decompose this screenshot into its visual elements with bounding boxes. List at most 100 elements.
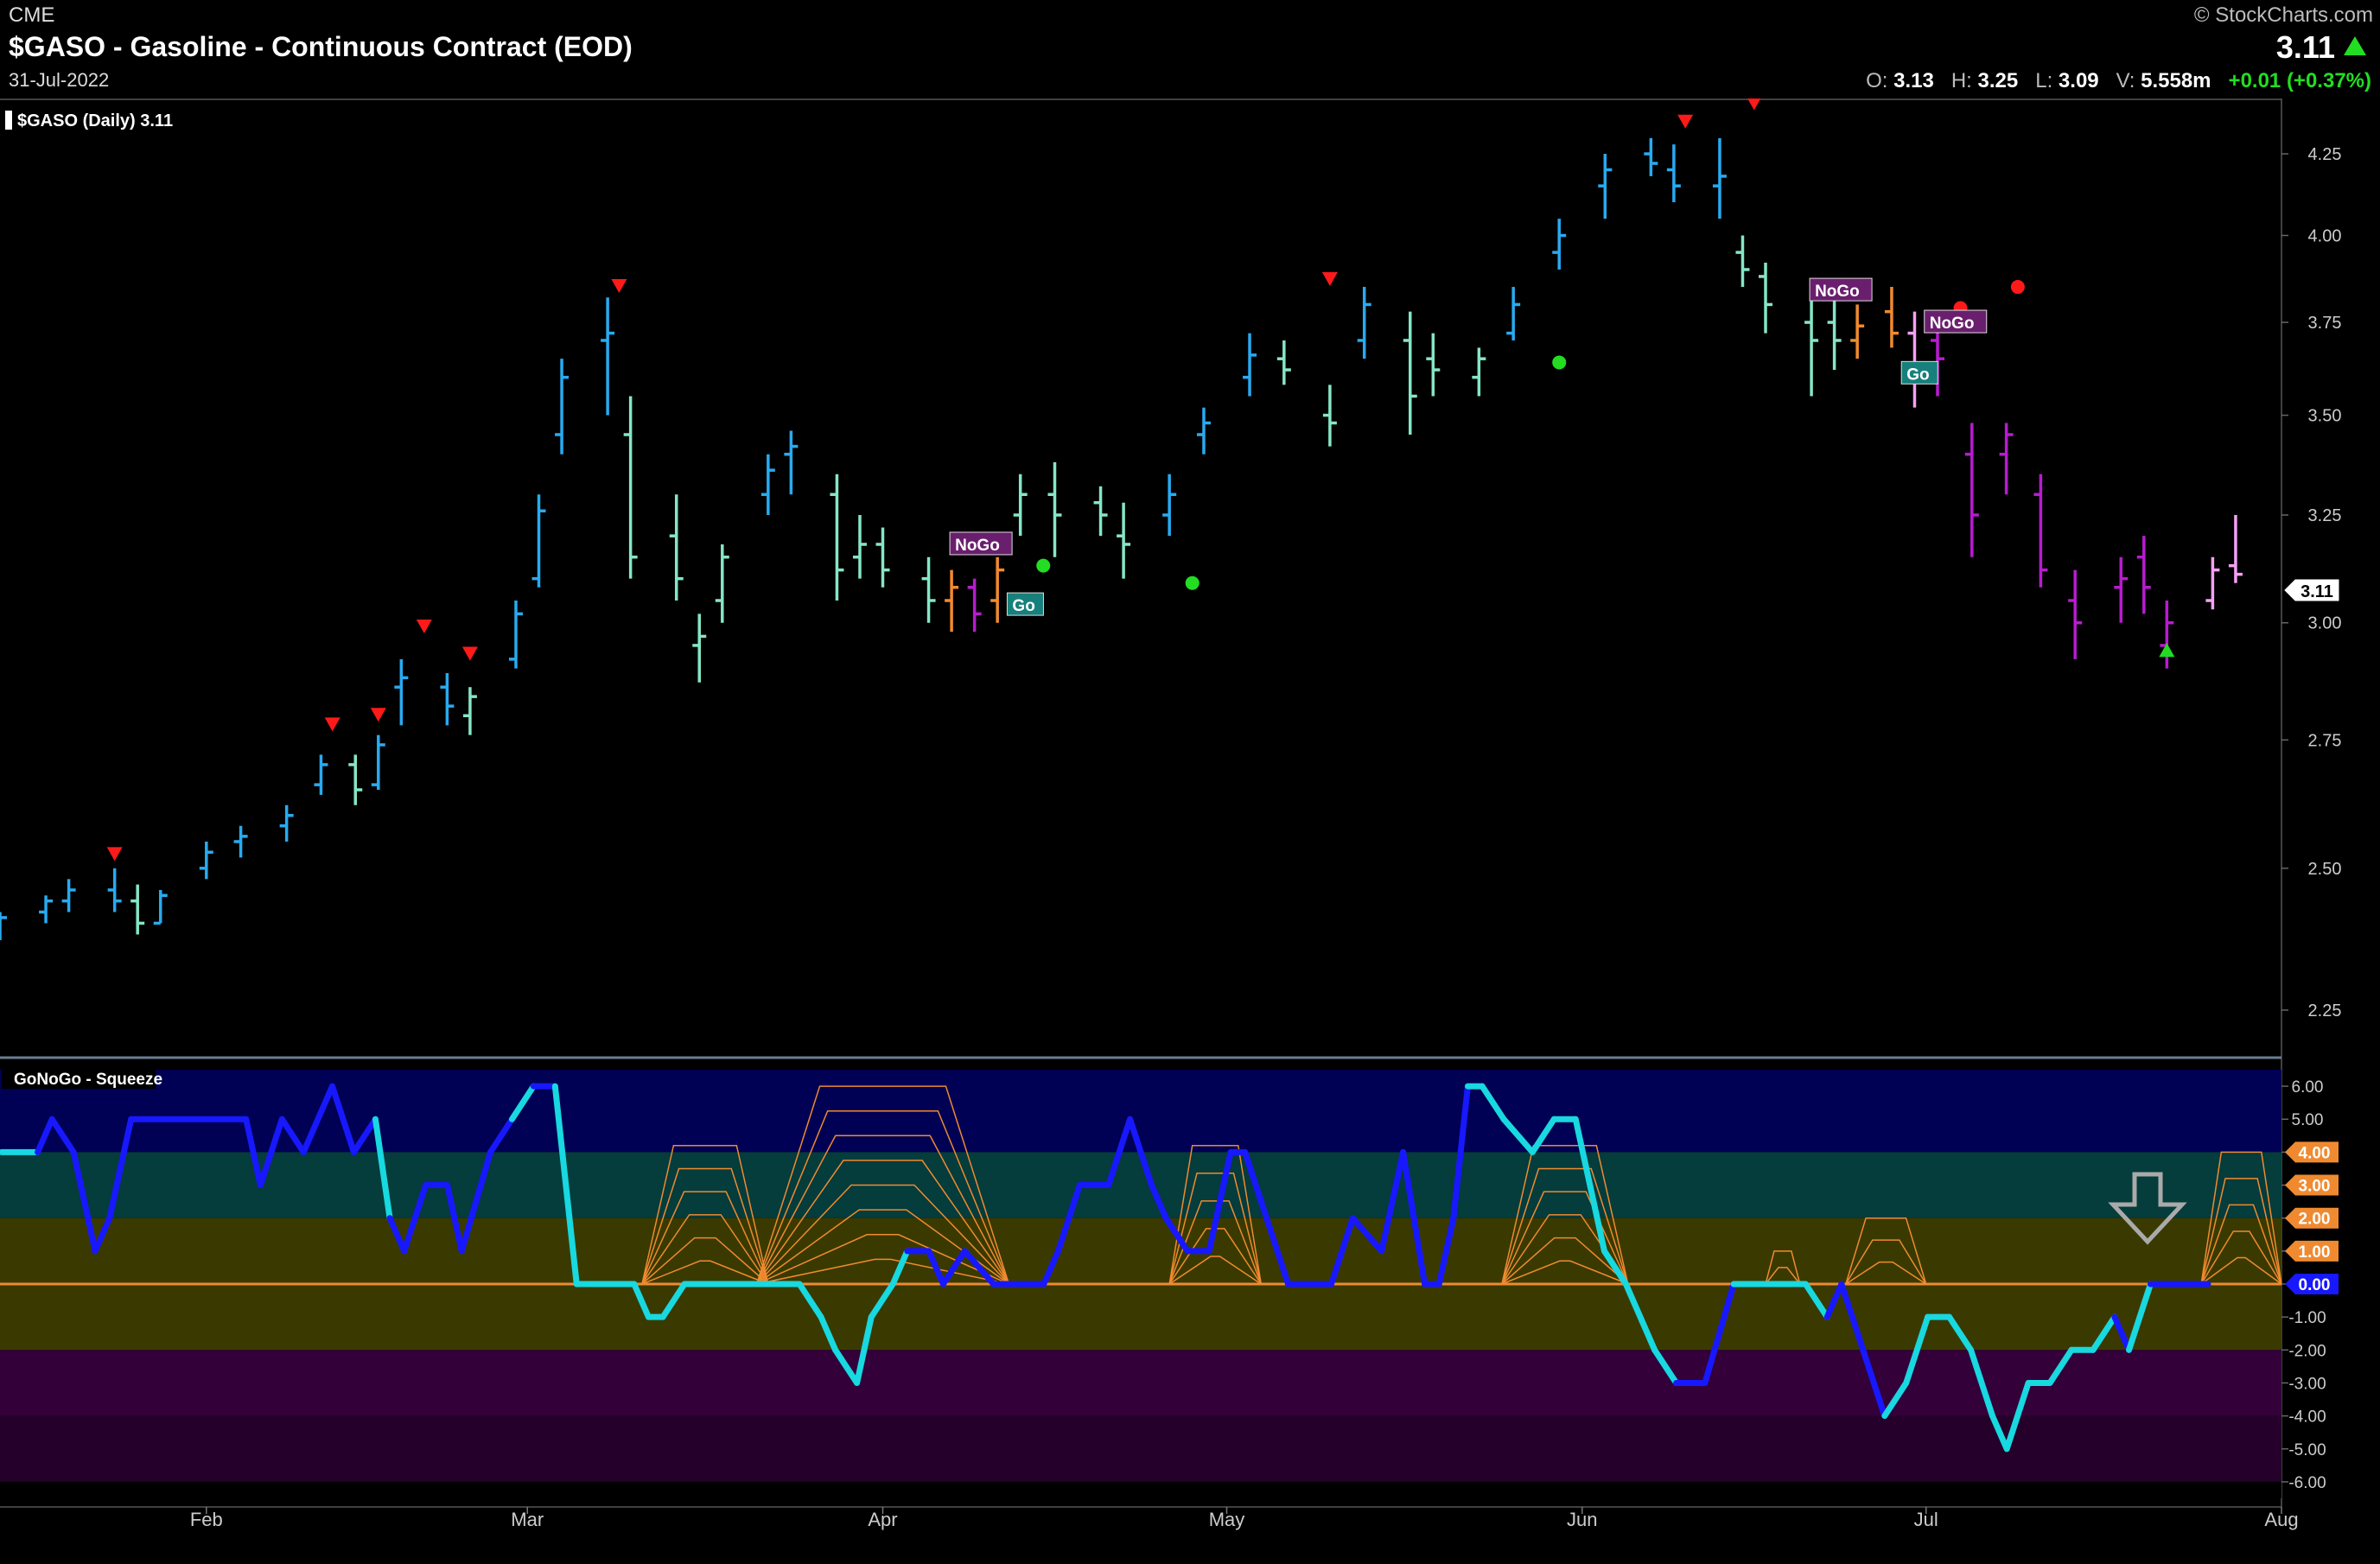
squeeze-rung — [1765, 1250, 1801, 1285]
oscillator-segment — [926, 1248, 946, 1287]
ohlc-bar — [1403, 311, 1417, 435]
x-tick-label: Mar — [511, 1509, 544, 1530]
ohlc-bar — [555, 359, 570, 455]
oscillator-segment — [1327, 1215, 1356, 1287]
oscillator-band — [0, 1481, 2281, 1498]
squeeze-rung — [641, 1191, 769, 1285]
oscillator-segment — [401, 1182, 430, 1255]
price-bars — [0, 137, 2243, 941]
ohlc-bar — [1598, 154, 1613, 219]
ohlc-bar — [1013, 474, 1028, 537]
osc-tick-label: 6.00 — [2292, 1078, 2324, 1097]
chart-canvas[interactable]: $GASO (Daily) 3.11 4.25 4.00 3.75 3.50 3.25 3… — [0, 99, 2380, 1564]
oscillator-segment — [1263, 1215, 1292, 1287]
osc-tick-badge — [2285, 1174, 2339, 1196]
ohlc-bar — [1850, 304, 1865, 359]
ohlc-bar — [199, 841, 213, 880]
x-tick-label: May — [1209, 1509, 1245, 1530]
oscillator-segment — [2046, 1346, 2075, 1386]
squeeze-rung — [1501, 1145, 1629, 1285]
oscillator-segment — [1838, 1281, 1888, 1420]
ohlc-bar — [1964, 423, 1979, 557]
ohlc-bar — [130, 884, 145, 935]
ohlc-bar — [921, 556, 936, 623]
oscillator-segment — [1529, 1116, 1557, 1155]
ohlc-bar — [1322, 385, 1337, 447]
copyright-link[interactable]: © StockCharts.com — [2193, 3, 2373, 27]
oscillator-segment — [372, 1116, 393, 1222]
nogo-label-text: NoGo — [1930, 315, 1975, 333]
ohlc-bar — [279, 804, 294, 842]
ohlc-bar — [233, 825, 248, 858]
price-tick-label: 2.75 — [2308, 731, 2342, 750]
nogo-label-bg — [1924, 309, 1988, 334]
oscillator-segment — [2090, 1313, 2118, 1353]
squeeze-rung — [756, 1184, 1009, 1285]
osc-tick-label: -2.00 — [2288, 1342, 2326, 1360]
osc-tick-label: 4.00 — [2299, 1144, 2331, 1162]
sell-triangle-icon — [106, 847, 123, 861]
oscillator-segment — [1881, 1379, 1910, 1420]
osc-tick-badge — [2285, 1240, 2339, 1262]
ohlc-bar — [0, 912, 7, 941]
oscillator-segment — [487, 1116, 515, 1155]
ohlc-bar — [462, 687, 477, 735]
oscillator-segment — [1600, 1248, 1629, 1287]
ohlc-bar — [1804, 287, 1819, 397]
price-tick-label: 3.75 — [2308, 314, 2342, 333]
signal-markers: NoGo Go NoGo Go NoGo — [106, 99, 2175, 861]
oscillator-segment — [1054, 1182, 1083, 1255]
oscillator-segment — [1105, 1116, 1134, 1189]
squeeze-rung — [2200, 1256, 2282, 1285]
squeeze-rung — [2200, 1204, 2282, 1285]
oscillator-band — [0, 1350, 2281, 1416]
oscillator-segment — [2003, 1379, 2032, 1453]
ohlc-bar — [1426, 333, 1441, 397]
osc-tick-label: -5.00 — [2288, 1441, 2326, 1459]
oscillator-bands — [0, 1070, 2281, 1498]
squeeze-rung — [641, 1214, 769, 1285]
oscillator-segment — [854, 1313, 875, 1386]
osc-tick-label: 5.00 — [2292, 1111, 2324, 1129]
oscillator-segment — [1450, 1083, 1471, 1222]
price-y-axis: 4.25 4.00 3.75 3.50 3.25 3.00 2.75 2.50 2.25 — [2281, 145, 2341, 1020]
ohlc-bar — [1117, 502, 1131, 579]
osc-tick-label: -1.00 — [2288, 1309, 2326, 1327]
x-tick-label: Jul — [1914, 1509, 1938, 1530]
osc-tick-label: 1.00 — [2299, 1243, 2331, 1262]
up-arrow-icon — [2344, 36, 2366, 55]
osc-tick-label: 2.00 — [2299, 1211, 2331, 1229]
ohlc-bar — [1243, 333, 1257, 397]
squeeze-rung — [1765, 1267, 1801, 1285]
squeeze-rung — [641, 1167, 769, 1285]
squeeze-rung — [756, 1209, 1009, 1285]
oscillator-y-axis: 6.00 5.00 4.00 3.00 2.00 1.00 0.00 -1.00 -2.00 -3… — [2281, 1078, 2339, 1492]
ohlc-bar — [371, 734, 385, 791]
nogo-label-bg — [1809, 277, 1873, 302]
ohlc-bar — [1827, 297, 1842, 371]
ohlc-bar — [508, 600, 523, 669]
ohlc-bar — [2068, 569, 2083, 659]
oscillator-segment — [257, 1116, 285, 1189]
oscillator-segment — [2126, 1281, 2154, 1353]
oscillator-band — [0, 1284, 2281, 1351]
oscillator-segment — [329, 1083, 357, 1155]
nogo-label: NoGo — [1809, 277, 1873, 302]
ohlc-bar — [61, 879, 76, 912]
squeeze-rung — [1845, 1217, 1927, 1285]
oscillator-segment — [1149, 1182, 1169, 1222]
oscillator-segment — [1479, 1083, 1507, 1122]
oscillator-segment — [1946, 1313, 1975, 1353]
oscillator-segment — [1572, 1116, 1607, 1255]
chart-header: CME $GASO - Gasoline - Continuous Contra… — [0, 0, 2380, 99]
chart-date: 31-Jul-2022 — [9, 69, 110, 91]
squeeze-rung — [2200, 1178, 2282, 1285]
signal-dot-icon — [1036, 558, 1051, 573]
signal-dot-icon — [1552, 355, 1567, 370]
price-tick-label: 2.50 — [2308, 860, 2342, 879]
sell-triangle-icon — [1677, 114, 1694, 129]
oscillator-segment — [1349, 1215, 1385, 1255]
high-value: 3.25 — [1977, 69, 2019, 92]
squeeze-rung — [1501, 1191, 1629, 1285]
sell-triangle-icon — [1747, 99, 1761, 111]
